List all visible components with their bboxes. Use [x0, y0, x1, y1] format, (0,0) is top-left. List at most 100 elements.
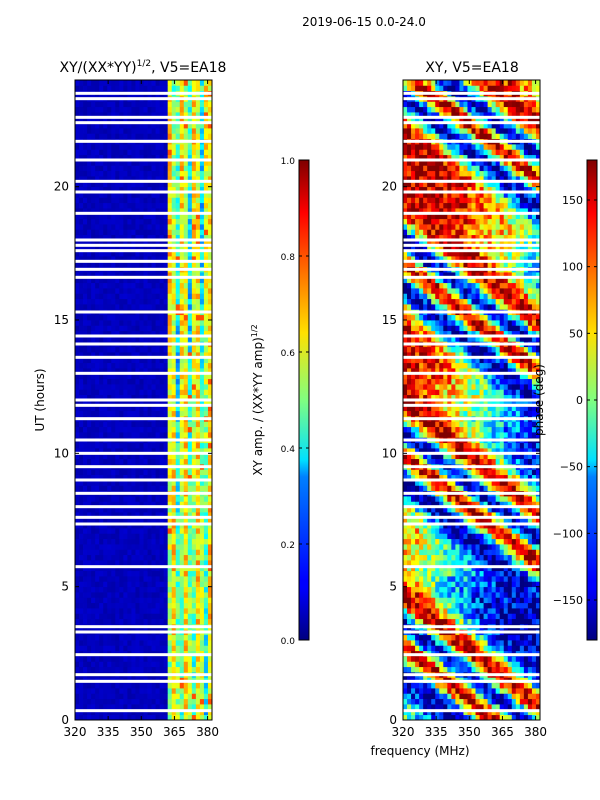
heatmap-cell	[527, 704, 533, 710]
heatmap-cell	[143, 645, 148, 652]
heatmap-cell	[115, 229, 120, 236]
heatmap-cell	[111, 117, 116, 124]
heatmap-cell	[119, 80, 124, 86]
heatmap-cell	[79, 576, 84, 582]
heatmap-cell	[195, 346, 201, 353]
heatmap-cell	[127, 250, 132, 257]
heatmap-cell	[131, 186, 136, 193]
heatmap-cell	[75, 293, 80, 300]
heatmap-cell	[131, 544, 136, 550]
heatmap-cell	[79, 186, 84, 193]
heatmap-cell	[479, 618, 484, 625]
heatmap-cell	[83, 400, 88, 406]
heatmap-cell	[199, 613, 205, 620]
heatmap-cell	[159, 165, 165, 172]
heatmap-cell	[183, 304, 189, 310]
heatmap-cell	[139, 389, 144, 396]
heatmap-cell	[131, 320, 136, 326]
heatmap-cell	[135, 154, 140, 161]
heatmap-cell	[99, 704, 104, 710]
heatmap-cell	[475, 645, 480, 652]
heatmap-cell	[87, 229, 92, 236]
heatmap-cell	[107, 336, 112, 342]
heatmap-cell	[147, 80, 152, 86]
heatmap-cell	[99, 192, 104, 198]
heatmap-cell	[207, 213, 212, 220]
heatmap-cell	[123, 106, 128, 113]
heatmap-cell	[531, 640, 537, 646]
heatmap-cell	[159, 117, 165, 124]
heatmap-cell	[191, 240, 197, 246]
heatmap-cell	[175, 666, 181, 673]
heatmap-cell	[107, 117, 112, 124]
heatmap-cell	[195, 112, 201, 118]
heatmap-cell	[99, 634, 104, 641]
heatmap-cell	[475, 608, 480, 614]
heatmap-cell	[179, 405, 185, 412]
heatmap-cell	[439, 592, 444, 598]
heatmap-cell	[79, 469, 84, 476]
heatmap-cell	[151, 176, 156, 182]
heatmap-cell	[115, 325, 120, 332]
x-tick-label: 320	[64, 725, 87, 739]
heatmap-cell	[115, 117, 120, 124]
heatmap-cell	[111, 538, 116, 545]
heatmap-cell	[175, 613, 181, 620]
heatmap-cell	[163, 261, 169, 268]
heatmap-cell	[139, 218, 144, 225]
heatmap-cell	[83, 453, 88, 460]
heatmap-cell	[451, 634, 456, 641]
heatmap-cell	[447, 693, 452, 700]
heatmap-cell	[79, 229, 84, 236]
heatmap-cell	[187, 522, 193, 529]
heatmap-cell	[171, 576, 177, 582]
heatmap-cell	[127, 85, 132, 92]
heatmap-cell	[179, 656, 185, 662]
heatmap-cell	[163, 714, 169, 720]
heatmap-cell	[87, 576, 92, 582]
heatmap-cell	[171, 608, 177, 614]
heatmap-cell	[159, 608, 165, 614]
heatmap-cell	[179, 512, 185, 518]
heatmap-cell	[111, 218, 116, 225]
heatmap-cell	[187, 320, 193, 326]
heatmap-cell	[207, 501, 212, 508]
heatmap-cell	[523, 618, 529, 625]
heatmap-cell	[127, 528, 132, 534]
heatmap-cell	[115, 80, 120, 86]
heatmap-cell	[431, 613, 436, 620]
heatmap-cell	[147, 261, 152, 268]
heatmap-cell	[143, 512, 148, 518]
heatmap-cell	[167, 149, 173, 156]
heatmap-cell	[207, 560, 212, 566]
heatmap-cell	[119, 458, 124, 465]
heatmap-cell	[115, 192, 120, 198]
heatmap-cell	[147, 117, 152, 124]
heatmap-cell	[183, 565, 189, 572]
heatmap-cell	[419, 682, 424, 689]
heatmap-cell	[183, 640, 189, 646]
heatmap-cell	[163, 688, 169, 694]
heatmap-cell	[123, 394, 128, 401]
heatmap-cell	[95, 320, 100, 326]
heatmap-cell	[75, 106, 80, 113]
heatmap-cell	[123, 373, 128, 380]
heatmap-cell	[499, 661, 505, 668]
heatmap-cell	[119, 544, 124, 550]
heatmap-cell	[155, 554, 161, 561]
heatmap-cell	[75, 480, 80, 486]
heatmap-cell	[203, 576, 209, 582]
flagged-gap	[75, 310, 212, 314]
heatmap-cell	[147, 533, 152, 540]
heatmap-cell	[183, 576, 189, 582]
heatmap-cell	[119, 186, 124, 193]
heatmap-cell	[175, 154, 181, 161]
heatmap-cell	[75, 586, 80, 593]
heatmap-cell	[435, 645, 440, 652]
heatmap-cell	[91, 602, 96, 609]
heatmap-cell	[111, 528, 116, 534]
heatmap-cell	[203, 186, 209, 193]
heatmap-cell	[167, 421, 173, 428]
heatmap-cell	[471, 613, 476, 620]
heatmap-cell	[139, 501, 144, 508]
